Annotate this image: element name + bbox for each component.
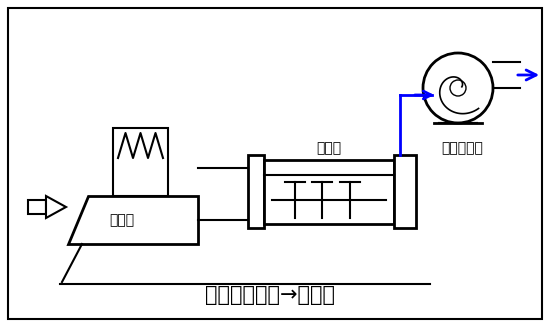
- Text: 熱風炉: 熱風炉: [109, 213, 135, 227]
- Polygon shape: [264, 160, 394, 224]
- Text: バーナ：灯油→ＬＮＧ: バーナ：灯油→ＬＮＧ: [205, 285, 335, 305]
- Polygon shape: [28, 200, 46, 214]
- Text: 誘引ファン: 誘引ファン: [441, 141, 483, 155]
- Polygon shape: [248, 155, 264, 228]
- Circle shape: [450, 80, 466, 96]
- Circle shape: [423, 53, 493, 123]
- Polygon shape: [68, 196, 198, 244]
- Polygon shape: [394, 155, 416, 228]
- Text: 乾燥機: 乾燥機: [316, 141, 342, 155]
- Polygon shape: [46, 196, 66, 218]
- Polygon shape: [113, 128, 168, 196]
